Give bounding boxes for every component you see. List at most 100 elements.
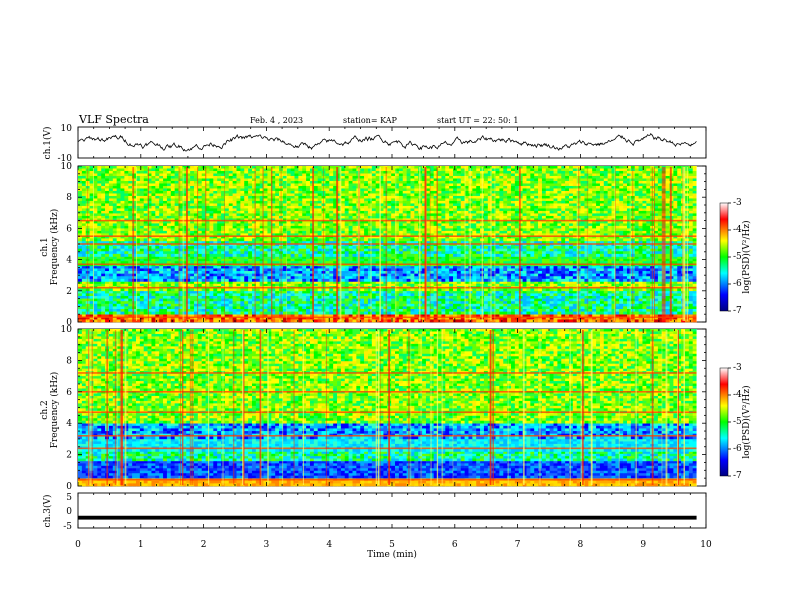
sferic-streak	[619, 330, 620, 485]
sferic-streak	[395, 167, 397, 321]
spec2-ylabel: Frequency (kHz)	[49, 372, 60, 449]
sferic-streak	[494, 167, 495, 321]
sferic-streak	[340, 167, 342, 321]
station-label: station= KAP	[343, 116, 398, 125]
sferic-streak	[125, 330, 127, 485]
spec2-ylabel-top: ch.2	[40, 400, 50, 419]
sferic-streak	[687, 167, 688, 321]
freq-tick-label: 4	[66, 419, 72, 429]
sferic-streak	[630, 167, 631, 321]
sferic-streak	[578, 167, 579, 321]
sferic-streak	[430, 330, 432, 485]
colorbar-tick-label: -3	[733, 198, 742, 208]
sferic-streak	[281, 167, 282, 321]
sferic-streak	[286, 167, 287, 321]
sferic-streak	[92, 330, 93, 485]
sferic-streak	[183, 167, 185, 321]
time-tick-label: 5	[389, 540, 395, 550]
start-time-label: start UT = 22: 50: 1	[437, 116, 518, 125]
emission-line	[78, 372, 697, 374]
freq-tick-label: 2	[66, 287, 72, 297]
freq-tick-label: 0	[66, 482, 72, 492]
sferic-streak	[635, 330, 637, 485]
freq-tick-label: 4	[66, 256, 72, 266]
sferic-streak	[388, 330, 390, 485]
sferic-streak	[652, 330, 654, 485]
sferic-streak	[682, 167, 684, 321]
freq-tick-label: 6	[66, 224, 72, 234]
sferic-streak	[178, 167, 180, 321]
sferic-streak	[582, 330, 584, 485]
sferic-streak	[678, 330, 679, 485]
emission-line	[78, 220, 697, 222]
sferic-streak	[570, 330, 571, 485]
panel-frame	[78, 493, 706, 528]
colorbar-1	[720, 203, 728, 311]
sferic-streak	[93, 167, 94, 321]
time-tick-label: 8	[578, 540, 584, 550]
colorbar-1-label: log(PSD)(V²/Hz)	[741, 220, 752, 293]
ch1-tick-top: 10	[61, 124, 73, 134]
emission-line	[78, 435, 697, 437]
sferic-streak	[358, 167, 359, 321]
sferic-streak	[465, 167, 466, 321]
spec1-ylabel: Frequency (kHz)	[49, 209, 60, 286]
colorbar-tick-label: -5	[733, 417, 742, 427]
time-tick-label: 10	[700, 540, 712, 550]
sferic-streak	[662, 330, 663, 485]
sferic-streak	[482, 167, 483, 321]
sferic-streak	[267, 330, 269, 485]
sferic-streak	[408, 330, 409, 485]
freq-tick-label: 6	[66, 388, 72, 398]
sferic-streak	[90, 330, 91, 485]
sferic-streak	[192, 330, 194, 485]
sferic-streak	[136, 167, 137, 321]
ch1-spectrogram	[78, 166, 706, 322]
sferic-streak	[115, 330, 116, 485]
sferic-streak	[421, 330, 422, 485]
freq-tick-label: 8	[66, 193, 72, 203]
sferic-streak	[378, 330, 380, 485]
ch3-tick-top: 5	[66, 493, 72, 503]
sferic-streak	[120, 330, 121, 485]
date-label: Feb. 4 , 2023	[250, 116, 303, 125]
time-tick-label: 6	[452, 540, 458, 550]
sferic-streak	[106, 330, 108, 485]
emission-line	[78, 243, 697, 245]
freq-tick-label: 8	[66, 356, 72, 366]
emission-line	[78, 391, 697, 393]
sferic-streak	[410, 330, 411, 485]
sferic-streak	[132, 167, 134, 321]
sferic-streak	[88, 330, 89, 485]
ch3-waveform-band	[78, 516, 697, 520]
sferic-streak	[370, 167, 371, 321]
sferic-streak	[437, 330, 438, 485]
freq-tick-label: 10	[61, 162, 73, 172]
sferic-streak	[632, 167, 633, 321]
freq-tick-label: 10	[61, 325, 73, 335]
sferic-streak	[430, 167, 431, 321]
sferic-streak	[419, 167, 420, 321]
colorbar-tick-label: -4	[733, 225, 742, 235]
sferic-streak	[376, 330, 377, 485]
sferic-streak	[263, 167, 264, 321]
colorbar-tick-label: -3	[733, 363, 742, 373]
sferic-streak	[379, 167, 380, 321]
sferic-streak	[519, 167, 521, 321]
sferic-streak	[182, 330, 183, 485]
colorbar-2	[720, 368, 728, 476]
sferic-streak	[190, 330, 192, 485]
sferic-streak	[684, 330, 685, 485]
sferic-streak	[615, 167, 616, 321]
sferic-streak	[180, 330, 181, 485]
sferic-streak	[490, 330, 492, 485]
colorbar-tick-label: -4	[733, 390, 742, 400]
sferic-streak	[615, 167, 616, 321]
emission-line	[78, 479, 697, 481]
emission-line	[78, 263, 697, 265]
time-tick-label: 2	[201, 540, 207, 550]
sferic-streak	[197, 167, 198, 321]
emission-line	[78, 411, 697, 413]
sferic-streak	[539, 330, 541, 485]
ch1-ylabel: ch.1(V)	[42, 127, 53, 160]
